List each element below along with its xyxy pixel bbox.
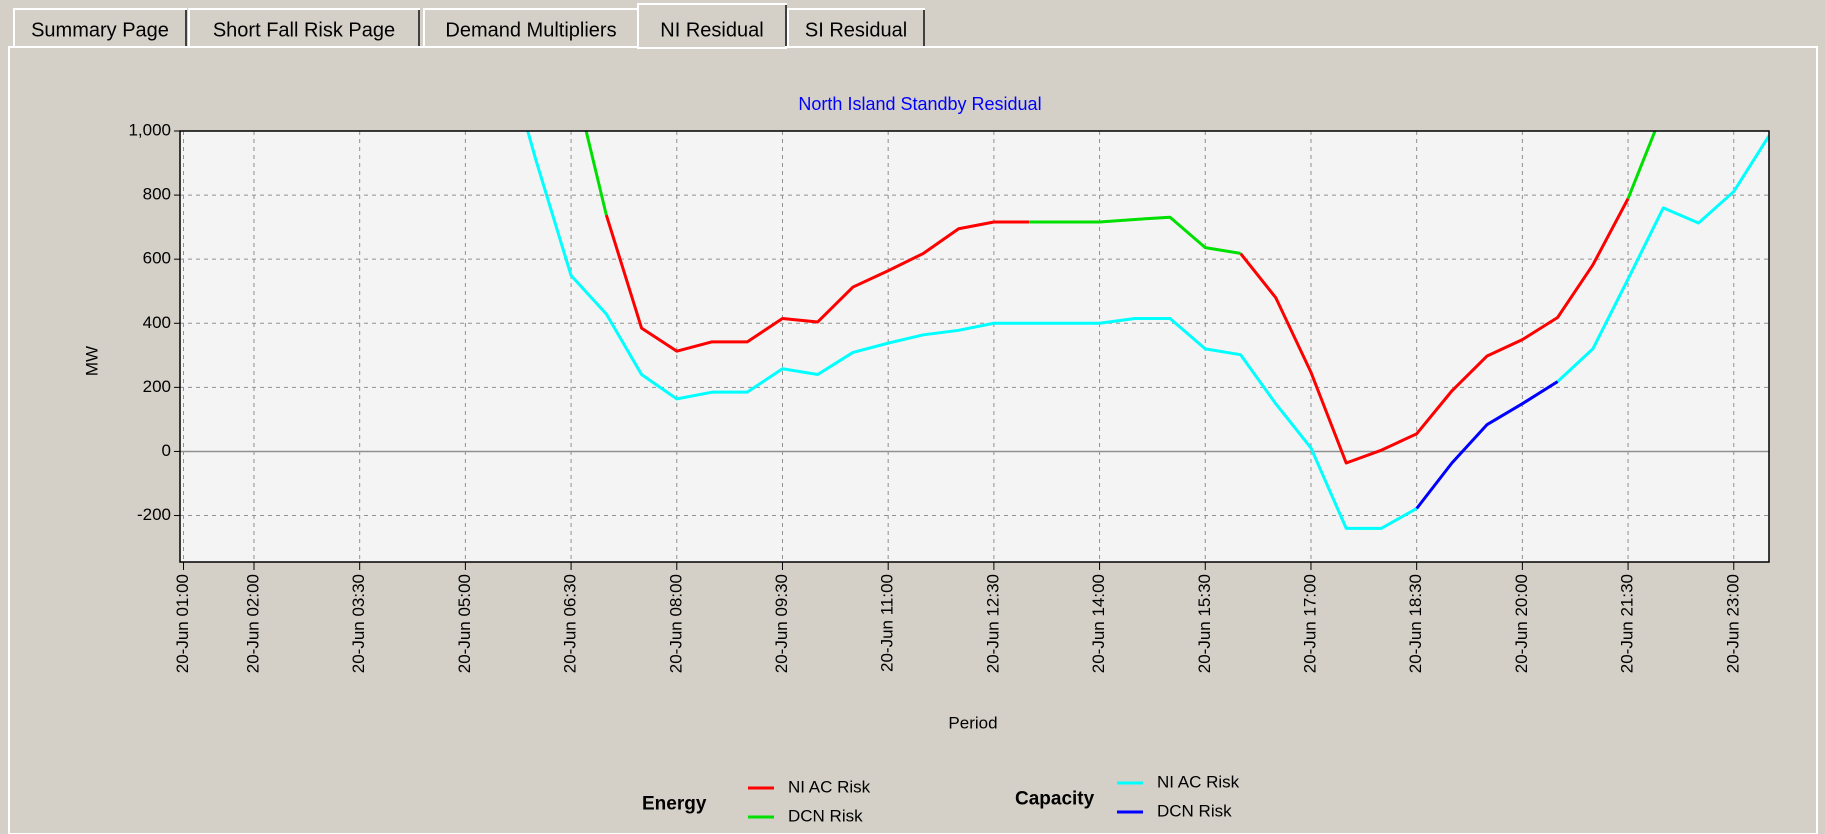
tab-label[interactable]: NI Residual — [660, 19, 763, 41]
x-tick-label: 20-Jun 21:30 — [1618, 574, 1637, 673]
legend-group-label: Capacity — [1015, 789, 1095, 810]
tab[interactable]: NI Residual — [637, 3, 787, 49]
x-tick-label: 20-Jun 12:30 — [983, 574, 1002, 673]
x-tick-label: 20-Jun 11:00 — [878, 574, 897, 672]
y-tick-label: 200 — [143, 377, 171, 396]
x-tick-label: 20-Jun 06:30 — [561, 574, 580, 673]
plot-border — [179, 130, 1770, 563]
grid — [180, 130, 1769, 562]
legend-label: DCN Risk — [1157, 801, 1232, 820]
tab[interactable]: Summary Page — [13, 8, 187, 48]
plot-area — [180, 131, 1769, 562]
x-tick-label: 20-Jun 14:00 — [1089, 574, 1108, 673]
x-tick-label: 20-Jun 09:30 — [772, 574, 791, 673]
lines — [526, 131, 1769, 530]
x-tick-label: 20-Jun 20:00 — [1512, 574, 1531, 673]
legend-label: NI AC Risk — [1157, 772, 1240, 791]
x-tick-label: 20-Jun 05:00 — [455, 574, 474, 673]
tab-label[interactable]: Short Fall Risk Page — [213, 19, 395, 41]
x-tick-label: 20-Jun 02:00 — [243, 574, 262, 673]
tab-bar: Summary Page Short Fall Risk Page Demand M… — [13, 3, 925, 49]
x-tick-label: 20-Jun 03:30 — [349, 574, 368, 673]
legend-label: NI AC Risk — [788, 777, 871, 796]
legend-label: DCN Risk — [788, 806, 863, 825]
series-line — [526, 131, 1769, 530]
tab[interactable]: Demand Multipliers — [423, 8, 639, 48]
x-axis-label: Period — [948, 713, 997, 732]
x-tick-label: 20-Jun 08:00 — [666, 574, 685, 673]
axes: -200 0 200 400 600 800 1,000 20-Jun 01:00 20-Jun… — [128, 120, 1742, 673]
series-line — [1415, 380, 1559, 510]
x-tick-label: 20-Jun 23:00 — [1723, 574, 1742, 673]
series-line — [604, 197, 1630, 465]
y-tick-label: 800 — [143, 185, 171, 204]
y-tick-label: 400 — [143, 313, 171, 332]
tab-shape — [637, 3, 787, 49]
x-tick-label: 20-Jun 15:30 — [1195, 574, 1214, 673]
tab-shape — [13, 8, 187, 48]
tab[interactable]: Short Fall Risk Page — [188, 8, 420, 48]
y-tick-label: 0 — [162, 441, 171, 460]
tab-label[interactable]: Demand Multipliers — [445, 19, 616, 41]
legend-group-label: Energy — [642, 794, 707, 815]
tab-label[interactable]: SI Residual — [805, 19, 907, 41]
x-tick-label: 20-Jun 18:30 — [1406, 574, 1425, 673]
y-tick-label: 600 — [143, 249, 171, 268]
y-axis-label: MW — [82, 346, 101, 376]
legend: Energy NI AC Risk DCN Risk Capacity NI AC Ri… — [642, 772, 1240, 825]
y-tick-label: 1,000 — [128, 120, 171, 139]
x-tick-label: 20-Jun 17:00 — [1300, 574, 1319, 673]
chart-title: North Island Standby Residual — [798, 94, 1041, 114]
x-tick-label: 20-Jun 01:00 — [173, 574, 192, 673]
tab[interactable]: SI Residual — [787, 8, 925, 48]
tab-label[interactable]: Summary Page — [31, 19, 169, 41]
series-line — [584, 131, 1657, 255]
y-tick-label: -200 — [137, 505, 171, 524]
